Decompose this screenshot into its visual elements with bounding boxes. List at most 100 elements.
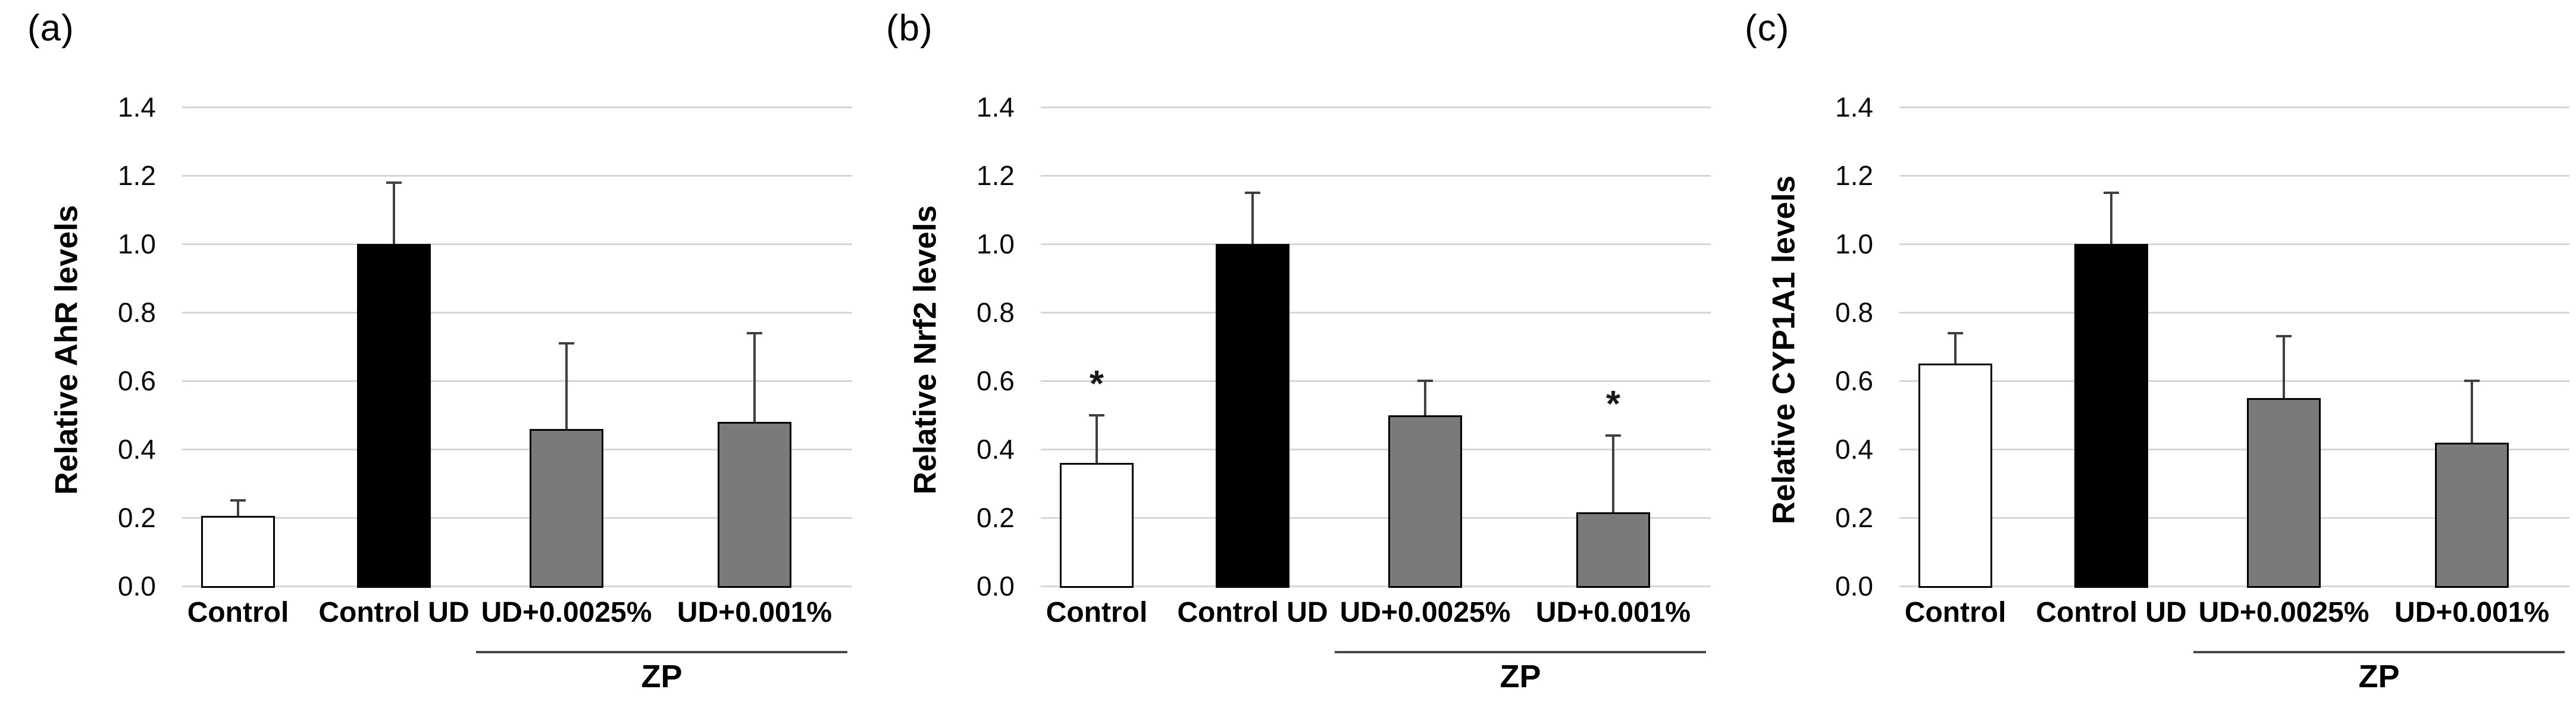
y-tick-label: 0.4 [118,434,156,465]
error-bar-cap [1605,434,1621,437]
error-bar-cap [1948,331,1963,334]
bar-ud-0-0025- [530,428,603,588]
zp-group-line [1335,651,1706,653]
category-label: UD+0.0025% [2198,597,2370,628]
error-bar-stem [1612,436,1614,513]
bar-control [1060,463,1134,588]
gridline [1899,243,2569,245]
category-label: Control UD [318,597,469,628]
y-tick-label: 0.6 [118,365,156,396]
y-tick-label: 0.6 [976,365,1015,396]
gridline [1041,585,1711,587]
error-bar-cap [747,331,762,334]
gridline [182,312,852,314]
y-tick-label: 1.0 [118,228,156,259]
bar-ud-0-001- [718,422,791,588]
category-label: Control [1904,597,2007,628]
y-tick-label: 0.2 [1835,502,1873,533]
gridline [1899,312,2569,314]
gridline [1041,380,1711,382]
panel-label: (b) [886,8,933,49]
category-label: UD+0.001% [2394,597,2550,628]
y-tick-label: 0.4 [1835,434,1873,465]
y-tick-label: 0.6 [1835,365,1873,396]
error-bar-cap [230,499,246,502]
plot-area: 0.0 0.2 0.4 0.6 0.8 1.0 1.2 1.4 Control Control U… [0,0,859,714]
plot-area: 0.0 0.2 0.4 0.6 0.8 1.0 1.2 1.4 * Control Control … [859,0,1717,714]
y-tick-label: 0.4 [976,434,1015,465]
panel-label: (a) [27,8,74,49]
zp-group-label: ZP [2358,659,2400,694]
gridline [1899,449,2569,450]
panel-b: (b) Relative Nrf2 levels 0.0 0.2 0.4 0.6 0.8… [859,0,1717,714]
error-bar-stem [1954,333,1957,364]
error-bar-cap [1245,191,1260,194]
error-bar-cap [1417,380,1433,382]
error-bar-cap [1089,414,1104,416]
error-bar-stem [2471,381,2473,443]
y-tick-label: 0.8 [976,297,1015,328]
gridline [1899,517,2569,519]
y-tick-label: 0.0 [1835,571,1873,602]
category-label: UD+0.001% [1535,597,1691,628]
bar-control [201,516,275,588]
gridline [182,449,852,450]
error-bar-cap [2276,335,2292,338]
error-bar-stem [237,500,239,516]
zp-group-label: ZP [641,659,683,694]
significance-asterisk: * [1089,363,1104,405]
y-tick-label: 1.2 [976,160,1015,191]
bar-control-ud [2074,244,2148,588]
bar-control-ud [357,244,431,588]
error-bar-stem [393,182,395,244]
error-bar-cap [2464,380,2480,382]
gridline [1899,175,2569,177]
y-tick-label: 1.2 [118,160,156,191]
panel-a: (a) Relative AhR levels 0.0 0.2 0.4 0.6 0.8 1… [0,0,859,714]
error-bar-stem [1251,192,1254,244]
bar-control [1918,364,1992,588]
y-tick-label: 0.2 [118,502,156,533]
gridline [182,380,852,382]
category-label: Control UD [2036,597,2187,628]
error-bar-cap [559,342,574,345]
category-label: Control UD [1177,597,1328,628]
category-label: UD+0.0025% [481,597,652,628]
gridline [1041,175,1711,177]
zp-group-label: ZP [1500,659,1541,694]
gridline [1041,517,1711,519]
y-tick-label: 1.4 [118,92,156,123]
y-tick-label: 0.2 [976,502,1015,533]
y-tick-label: 1.4 [1835,92,1873,123]
gridline [1899,107,2569,108]
y-tick-label: 0.8 [1835,297,1873,328]
gridline [1041,107,1711,108]
panel-c: (c) Relative CYP1A1 levels 0.0 0.2 0.4 0.6 0… [1717,0,2576,714]
zp-group-line [476,651,847,653]
gridline [1041,312,1711,314]
category-label: Control [187,597,289,628]
gridline [182,243,852,245]
y-tick-label: 1.0 [976,228,1015,259]
error-bar-stem [753,333,756,422]
zp-group-line [2193,651,2565,653]
gridline [182,107,852,108]
gridline [1041,243,1711,245]
significance-asterisk: * [1605,384,1621,425]
y-tick-label: 1.2 [1835,160,1873,191]
category-label: UD+0.001% [677,597,832,628]
y-tick-label: 0.0 [118,571,156,602]
error-bar-cap [386,181,402,184]
error-bar-stem [565,343,568,429]
bar-control-ud [1216,244,1289,588]
bar-ud-0-001- [2435,442,2509,588]
error-bar-stem [2110,192,2112,244]
bar-ud-0-0025- [2247,397,2321,588]
gridline [1899,585,2569,587]
error-bar-stem [1424,381,1426,415]
error-bar-cap [2104,191,2119,194]
gridline [182,585,852,587]
plot-area: 0.0 0.2 0.4 0.6 0.8 1.0 1.2 1.4 Control Control U… [1717,0,2576,714]
gridline [1899,380,2569,382]
